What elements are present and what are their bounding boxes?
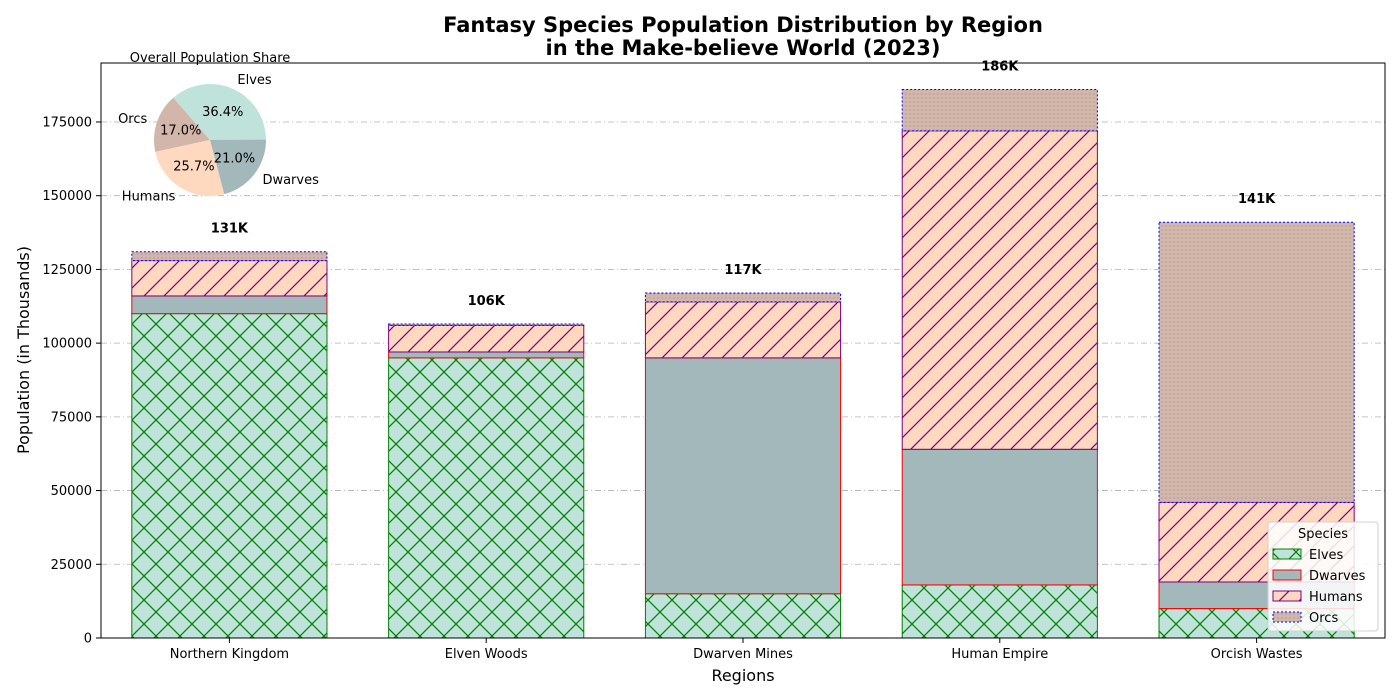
- pie-percent-label: 21.0%: [214, 152, 255, 167]
- bar-outline-orcs: [1158, 221, 1355, 503]
- pie-slice-dwarves: [210, 139, 266, 195]
- chart-title-line-1: Fantasy Species Population Distribution …: [443, 13, 1043, 37]
- legend-swatch-hatch: [1273, 591, 1301, 601]
- bar-hatch-elves: [902, 584, 1098, 638]
- y-tick-label: 125000: [42, 263, 92, 278]
- total-label: 131K: [211, 222, 249, 237]
- x-tick-label: Northern Kingdom: [170, 647, 289, 662]
- legend-title: Species: [1298, 527, 1348, 542]
- legend-swatch-dwarves: [1273, 570, 1301, 580]
- y-tick-label: 150000: [42, 189, 92, 204]
- bar-outline-orcs: [131, 251, 328, 262]
- y-tick-label: 175000: [42, 115, 92, 130]
- bar-hatch-humans: [388, 325, 584, 352]
- pie-label: Orcs: [118, 112, 147, 127]
- bar-outline-orcs: [388, 323, 585, 326]
- bar-hatch-elves: [388, 357, 584, 638]
- pie-percent-label: 36.4%: [202, 105, 243, 120]
- bar-hatch-humans: [131, 260, 327, 296]
- pie-slice-orcs: [154, 97, 210, 152]
- pie-label: Elves: [237, 73, 272, 88]
- x-tick-label: Dwarven Mines: [693, 647, 793, 662]
- bars-layer: 131K 106K 117K 186K 141K: [131, 60, 1355, 639]
- y-tick-label: 100000: [42, 337, 92, 352]
- bar-hatch-orcs: [388, 323, 584, 326]
- legend-swatch-outline: [1272, 590, 1302, 602]
- bar-outline-orcs: [644, 292, 842, 303]
- bar-hatch-orcs: [902, 89, 1098, 131]
- total-label: 141K: [1238, 192, 1276, 207]
- y-axis-label: Population (in Thousands): [14, 246, 33, 454]
- bar-hatch-elves: [645, 593, 841, 638]
- bar-hatch-orcs: [1159, 222, 1355, 503]
- x-tick-label: Human Empire: [951, 647, 1048, 662]
- pie-slice-elves: [173, 84, 266, 140]
- bar-hatch-orcs: [131, 251, 327, 261]
- legend-swatch-hatch: [1273, 612, 1301, 622]
- legend-swatch-outline: [1272, 569, 1302, 581]
- axis-layer: 0 25000 50000 75000 100000 125000 150000 175000…: [42, 115, 1302, 662]
- legend-label-dwarves: Dwarves: [1309, 569, 1366, 584]
- bar-hatch-elves: [131, 313, 327, 638]
- x-tick-label: Orcish Wastes: [1211, 647, 1303, 662]
- bar-hatch-humans: [902, 130, 1098, 450]
- y-tick-label: 75000: [51, 410, 92, 425]
- y-tick-label: 25000: [51, 558, 92, 573]
- pie-percent-label: 17.0%: [160, 123, 201, 138]
- legend-swatch-outline: [1272, 611, 1302, 623]
- total-label: 186K: [981, 60, 1019, 75]
- bar-hatch-orcs: [645, 293, 841, 302]
- total-label: 117K: [724, 263, 762, 278]
- pie-label: Humans: [122, 189, 176, 204]
- bar-outline-orcs: [901, 89, 1098, 132]
- bar-hatch-humans: [645, 301, 841, 358]
- legend-label-elves: Elves: [1309, 548, 1344, 563]
- x-axis-label: Regions: [711, 666, 774, 685]
- legend-label-humans: Humans: [1309, 590, 1363, 605]
- total-label: 106K: [468, 294, 506, 309]
- pie-label: Dwarves: [262, 173, 319, 188]
- legend-label-orcs: Orcs: [1309, 611, 1338, 626]
- bar-segment-dwarves: [645, 357, 841, 594]
- bar-segment-dwarves: [902, 449, 1098, 585]
- pie-title: Overall Population Share: [130, 51, 291, 66]
- bar-segment-dwarves: [131, 295, 327, 314]
- x-tick-label: Elven Woods: [445, 647, 528, 662]
- legend-swatch-outline: [1272, 548, 1302, 560]
- legend: Species Elves Dwarves Humans Orcs: [1267, 521, 1379, 632]
- y-tick-label: 50000: [51, 484, 92, 499]
- pie-slice-humans: [155, 140, 225, 197]
- inset-pie: Overall Population Share Elves 36.4% Orcs 1…: [118, 51, 319, 204]
- legend-swatch-hatch: [1273, 549, 1301, 559]
- chart-title-line-2: in the Make-believe World (2023): [546, 36, 941, 60]
- bar-segment-dwarves: [388, 351, 584, 358]
- pie-percent-label: 25.7%: [173, 159, 214, 174]
- y-tick-label: 0: [84, 632, 92, 647]
